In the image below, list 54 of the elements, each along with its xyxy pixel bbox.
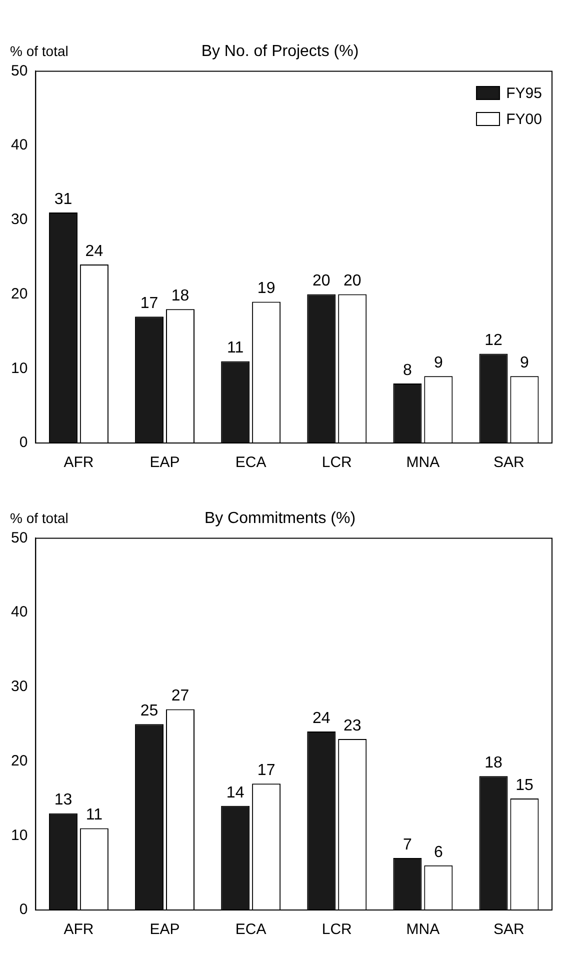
x-tick-label: MNA — [406, 454, 440, 472]
data-label: 20 — [343, 272, 362, 290]
data-label: 9 — [520, 354, 530, 372]
y-tick-label: 40 — [10, 604, 28, 621]
x-tick-label: EAP — [150, 921, 180, 938]
x-tick-label: LCR — [322, 454, 352, 472]
x-tick-label: SAR — [494, 921, 525, 938]
y-axis-title: % of total — [10, 510, 68, 526]
data-label: 20 — [312, 272, 330, 290]
data-label: 12 — [484, 332, 502, 350]
data-label: 24 — [312, 710, 330, 727]
y-tick-label: 0 — [19, 901, 28, 918]
data-label: 6 — [434, 844, 443, 861]
x-tick-label: AFR — [64, 454, 94, 472]
x-tick-label: ECA — [235, 454, 266, 472]
data-label: 23 — [343, 717, 362, 734]
data-label: 17 — [257, 762, 276, 779]
y-tick-label: 50 — [10, 529, 28, 546]
data-label: 18 — [171, 288, 190, 305]
y-tick-label: 50 — [10, 62, 28, 80]
y-tick-label: 0 — [19, 434, 28, 452]
y-tick-label: 10 — [10, 826, 28, 844]
data-label: 27 — [171, 688, 190, 705]
x-tick-label: AFR — [64, 921, 94, 938]
x-tick-label: SAR — [494, 454, 525, 472]
chart-title: By Commitments (%) — [204, 510, 356, 528]
data-label: 25 — [140, 702, 158, 720]
data-label: 18 — [484, 754, 502, 772]
data-label: 14 — [226, 784, 244, 802]
data-label: 8 — [402, 362, 412, 379]
y-tick-label: 30 — [10, 211, 28, 228]
chart-title: By No. of Projects (%) — [201, 43, 359, 60]
y-tick-label: 20 — [10, 285, 28, 302]
x-tick-label: LCR — [322, 921, 352, 938]
y-tick-label: 40 — [10, 136, 28, 154]
x-tick-label: EAP — [150, 454, 180, 472]
data-label: 17 — [140, 294, 158, 312]
data-label: 9 — [434, 354, 443, 372]
y-tick-label: 30 — [10, 678, 28, 696]
data-label: 24 — [85, 242, 104, 260]
x-tick-label: MNA — [406, 921, 440, 938]
y-tick-label: 10 — [10, 360, 28, 377]
data-label: 31 — [54, 190, 72, 208]
y-axis-title: % of total — [10, 43, 68, 60]
x-tick-label: ECA — [235, 921, 266, 938]
data-label: 11 — [86, 806, 103, 824]
data-label: 19 — [257, 280, 276, 298]
text: FY00 — [506, 110, 542, 128]
data-label: 15 — [516, 776, 534, 794]
legend-label: FY95 — [506, 84, 542, 102]
data-label: 7 — [402, 836, 412, 854]
y-tick-label: 20 — [10, 752, 28, 770]
data-label: 13 — [54, 792, 72, 809]
data-label: 11 — [227, 340, 244, 357]
